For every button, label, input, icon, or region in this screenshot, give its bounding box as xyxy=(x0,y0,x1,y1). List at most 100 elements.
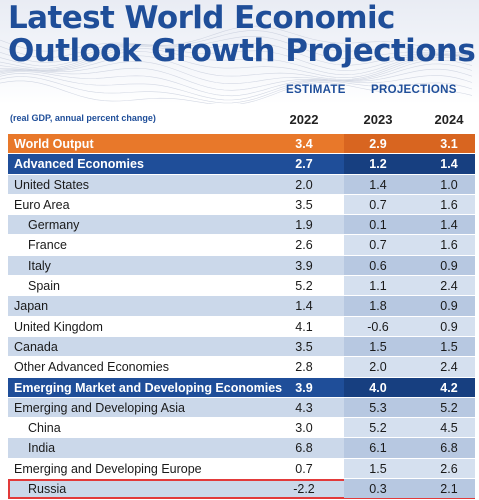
cell-value-2024: 1.5 xyxy=(440,339,458,354)
projection-column-shade xyxy=(344,134,475,154)
cell-value-2023: 0.7 xyxy=(369,197,387,212)
projection-column-shade xyxy=(344,154,475,174)
projection-column-shade xyxy=(344,296,475,316)
growth-table: World Output 3.4 2.9 3.1 Advanced Economies 2… xyxy=(8,134,475,500)
projection-column-shade xyxy=(344,438,475,458)
table-row: Emerging and Developing Europe 0.7 1.5 2.6 xyxy=(8,458,475,480)
projections-label: PROJECTIONS xyxy=(371,84,457,96)
table-row: Other Advanced Economies 2.8 2.0 2.4 xyxy=(8,357,475,378)
units-note: (real GDP, annual percent change) xyxy=(10,113,156,123)
wave-line xyxy=(0,45,473,71)
title-line-1: Latest World Economic xyxy=(8,0,395,36)
table-row: Russia -2.2 0.3 2.1 xyxy=(8,479,475,500)
projection-column-shade xyxy=(344,458,475,479)
year-header-2023: 2023 xyxy=(363,112,393,127)
table-row: France 2.6 0.7 1.6 xyxy=(8,235,475,256)
cell-value-2022: 2.0 xyxy=(295,177,313,192)
row-label: United States xyxy=(14,177,90,192)
wave-line xyxy=(0,68,473,97)
cell-value-2022: 3.4 xyxy=(295,137,313,151)
cell-value-2024: 1.4 xyxy=(440,157,458,172)
cell-value-2023: 0.1 xyxy=(369,218,387,233)
cell-value-2022: 6.8 xyxy=(295,441,313,456)
cell-value-2024: 2.6 xyxy=(440,461,458,476)
projection-column-shade xyxy=(344,255,475,276)
title-line-2: Outlook Growth Projections xyxy=(8,33,476,69)
cell-value-2024: 4.2 xyxy=(440,380,458,395)
cell-value-2024: 0.9 xyxy=(440,319,458,334)
year-header-2024: 2024 xyxy=(434,112,464,127)
cell-value-2022: 3.0 xyxy=(295,421,313,436)
estimate-label: ESTIMATE xyxy=(286,84,346,96)
wave-line xyxy=(0,73,473,101)
row-label: Emerging and Developing Europe xyxy=(14,461,202,476)
table-row: World Output 3.4 2.9 3.1 xyxy=(8,134,475,155)
cell-value-2024: 2.1 xyxy=(440,482,458,497)
projection-column-shade xyxy=(344,276,475,296)
row-label: Euro Area xyxy=(14,197,70,212)
cell-value-2024: 2.4 xyxy=(440,360,458,375)
wave-line xyxy=(0,42,473,67)
cell-value-2022: 4.3 xyxy=(295,400,313,415)
cell-value-2023: 1.8 xyxy=(369,299,387,314)
table-row: Advanced Economies 2.7 1.2 1.4 xyxy=(8,154,475,175)
cell-value-2024: 0.9 xyxy=(440,258,458,273)
cell-value-2023: 1.4 xyxy=(369,177,387,192)
wave-line xyxy=(0,30,473,58)
row-label: India xyxy=(28,441,56,456)
projection-column-shade xyxy=(344,336,475,357)
wave-line xyxy=(0,25,473,53)
table-row: Canada 3.5 1.5 1.5 xyxy=(8,336,475,358)
cell-value-2022: 2.6 xyxy=(295,238,313,253)
cell-value-2023: 1.1 xyxy=(369,279,387,294)
cell-value-2024: 4.5 xyxy=(440,421,458,436)
cell-value-2023: -0.6 xyxy=(367,319,389,334)
row-label: World Output xyxy=(14,137,94,151)
row-label: China xyxy=(28,421,61,436)
projection-column-shade xyxy=(344,418,475,438)
cell-value-2023: 1.5 xyxy=(369,461,387,476)
wave-line xyxy=(0,55,473,80)
wave-line xyxy=(0,63,473,91)
cell-value-2022: 3.9 xyxy=(295,380,313,395)
projection-column-shade xyxy=(344,316,475,336)
table-row: Spain 5.2 1.1 2.4 xyxy=(8,276,475,297)
row-label: Other Advanced Economies xyxy=(14,360,169,375)
cell-value-2022: 5.2 xyxy=(295,279,313,294)
table-row: Germany 1.9 0.1 1.4 xyxy=(8,215,475,236)
cell-value-2024: 6.8 xyxy=(440,441,458,456)
cell-value-2024: 1.6 xyxy=(440,197,458,212)
cell-value-2022: 1.9 xyxy=(295,218,313,233)
cell-value-2022: -2.2 xyxy=(293,482,315,497)
table-row: United Kingdom 4.1 -0.6 0.9 xyxy=(8,316,475,337)
table-row: India 6.8 6.1 6.8 xyxy=(8,438,475,459)
cell-value-2022: 1.4 xyxy=(295,299,313,314)
cell-value-2023: 0.7 xyxy=(369,238,387,253)
cell-value-2024: 3.1 xyxy=(440,137,458,151)
table-row: China 3.0 5.2 4.5 xyxy=(8,418,475,439)
row-label: France xyxy=(28,238,67,253)
projection-column-shade xyxy=(344,235,475,255)
wave-line xyxy=(0,80,473,104)
projection-column-shade xyxy=(344,174,475,194)
row-label: Russia xyxy=(28,482,67,497)
cell-value-2023: 1.2 xyxy=(369,157,387,172)
projection-column-shade xyxy=(344,357,475,377)
cell-value-2022: 3.9 xyxy=(295,258,313,273)
wave-line xyxy=(0,59,473,85)
page-title: Latest World Economic Outlook Growth Pro… xyxy=(8,0,476,69)
cell-value-2024: 1.0 xyxy=(440,177,458,192)
projection-column-shade xyxy=(344,194,475,215)
cell-value-2024: 0.9 xyxy=(440,299,458,314)
wave-line xyxy=(0,76,473,104)
year-header-2022: 2022 xyxy=(289,112,319,127)
wave-pattern-graphic xyxy=(0,25,473,104)
cell-value-2023: 5.2 xyxy=(369,421,387,436)
row-label: Advanced Economies xyxy=(14,157,144,172)
wave-line xyxy=(0,36,473,63)
projection-column-shade xyxy=(344,479,475,499)
projection-column-shade xyxy=(344,397,475,418)
cell-value-2022: 3.5 xyxy=(295,197,313,212)
cell-value-2022: 2.8 xyxy=(295,360,313,375)
projection-column-shade xyxy=(344,215,475,235)
